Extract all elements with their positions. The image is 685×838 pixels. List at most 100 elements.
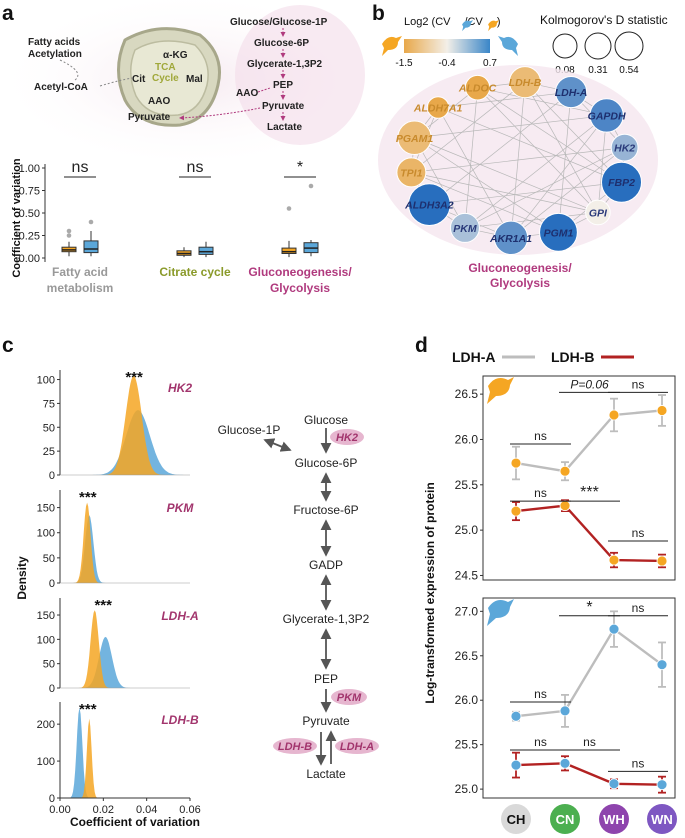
density-ytick-label: 25 [43,446,55,458]
boxplot-box [281,247,297,255]
line-ytick-label: 27.0 [455,604,479,618]
acetylation-label: Acetylation [28,49,82,60]
line-ytick-label: 24.5 [455,568,479,582]
pathway-hk2: HK2 [336,432,358,444]
pathway-ldhb: LDH-B [278,741,312,753]
density-sig-label: *** [79,701,97,718]
network-node-label: PGAM1 [396,133,434,145]
panel-a: a TCA Cycle α-KG Cit Mal AAO Pyruvate Fa… [2,0,370,295]
network-edge [524,81,599,213]
pathway-lactate: Lactate [306,767,346,781]
boxplot-sig-label: ns [187,159,204,176]
boxplot-group-label: Gluconeogenesis/ [248,265,352,279]
network-node-label: GPI [589,207,608,219]
line-series-ldha [515,409,663,473]
density-sig-label: *** [94,597,112,614]
panel-d-label: d [415,334,428,357]
size-circle-mid [584,32,612,60]
line-ytick-label: 25.5 [455,738,479,752]
network-edge [414,137,559,233]
pathway-ldha: LDH-A [340,741,374,753]
boxplot-outlier [308,183,314,189]
network-node [396,157,427,188]
network-edge [414,115,607,139]
category-label: CH [507,812,526,827]
boxplot-chart: Coefficient of variation 0.00 0.25 0.50 0.7… [11,158,352,295]
boxplot-sig-label: * [297,159,303,176]
line-sig-label: *** [580,484,599,501]
density-xtick-label: 0.02 [93,804,114,816]
cycle-label: Cycle [152,73,179,84]
density-ytick-label: 150 [37,610,55,622]
density-gene-label: PKM [167,501,195,515]
network-node [449,212,480,243]
density-ytick-label: 50 [43,659,55,671]
blue-bird-mini-icon [462,20,474,32]
panel-c-label: c [2,334,14,357]
akg-label: α-KG [163,50,188,61]
color-bar [404,39,490,53]
boxplot-ylabel: Coefficient of variation [11,158,23,277]
line-sig-label: ns [632,756,645,770]
network-edge [429,181,622,205]
line-point [510,710,522,722]
network-node [464,74,491,101]
line-point [656,555,668,567]
panel-a-label: a [2,2,14,25]
size-tick-1: 0.31 [588,65,608,76]
blue-bird-bottom-icon [487,599,514,626]
network-node-label: AKR1A1 [489,233,532,245]
network-edge [411,147,625,173]
network-edge [438,91,572,108]
line-point [656,779,668,791]
network-edge [477,87,622,183]
density-curve-orange [60,375,190,475]
network-node-label: ALDH7A1 [413,103,463,115]
network-node [508,66,542,99]
network-node [601,161,643,203]
category-badge [501,804,531,834]
line-sig-label: ns [632,601,645,615]
network-node [493,220,529,256]
line-legend: LDH-A LDH-B [452,349,634,365]
line-point [510,457,522,469]
ldha-enzyme-badge [335,738,379,754]
network-node [407,183,451,226]
density-xlabel: Coefficient of variation [70,815,200,829]
network-edge [477,87,607,116]
network-node-label: PGM1 [544,227,574,239]
line-sig-label: ns [534,687,547,701]
line-point [559,500,571,512]
glyco-step-1: Glucose-6P [254,38,309,49]
line-panel-frame [482,375,676,581]
aao-inner-label: AAO [148,96,170,107]
legend-ldha-label: LDH-A [452,349,496,365]
category-label: WN [651,812,673,827]
network-edge [464,115,607,229]
network-node [426,96,450,119]
density-ytick-label: 0 [49,578,55,590]
line-point [559,705,571,717]
density-gene-label: LDH-A [161,609,198,623]
mal-label: Mal [186,74,203,85]
line-ytick-label: 26.5 [455,387,479,401]
line-ytick-label: 25.0 [455,782,479,796]
density-curve-orange [60,502,190,583]
density-ytick-label: 0 [49,470,55,482]
network-edge [414,137,466,229]
line-ytick-label: 25.0 [455,523,479,537]
density-xtick-label: 0.06 [179,804,200,816]
pyruvate-inner-label: Pyruvate [128,112,171,123]
line-point [656,659,668,671]
cbar-tick-1: -0.4 [438,58,456,69]
category-badge [599,804,629,834]
network-caption-2: Glycolysis [490,276,550,290]
density-gene-label: HK2 [168,381,192,395]
network-edge [464,147,625,229]
line-point [608,778,620,790]
cit-label: Cit [132,74,146,85]
category-label: WH [603,812,625,827]
fatty-acids-label: Fatty acids [28,37,81,48]
pathway-glucose-6p: Glucose-6P [295,456,358,470]
boxplot-group-label-2: metabolism [47,281,114,295]
